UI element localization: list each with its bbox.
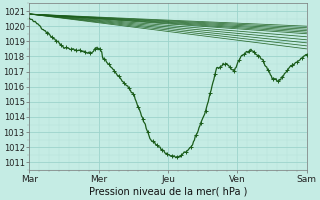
X-axis label: Pression niveau de la mer( hPa ): Pression niveau de la mer( hPa ) — [89, 187, 247, 197]
